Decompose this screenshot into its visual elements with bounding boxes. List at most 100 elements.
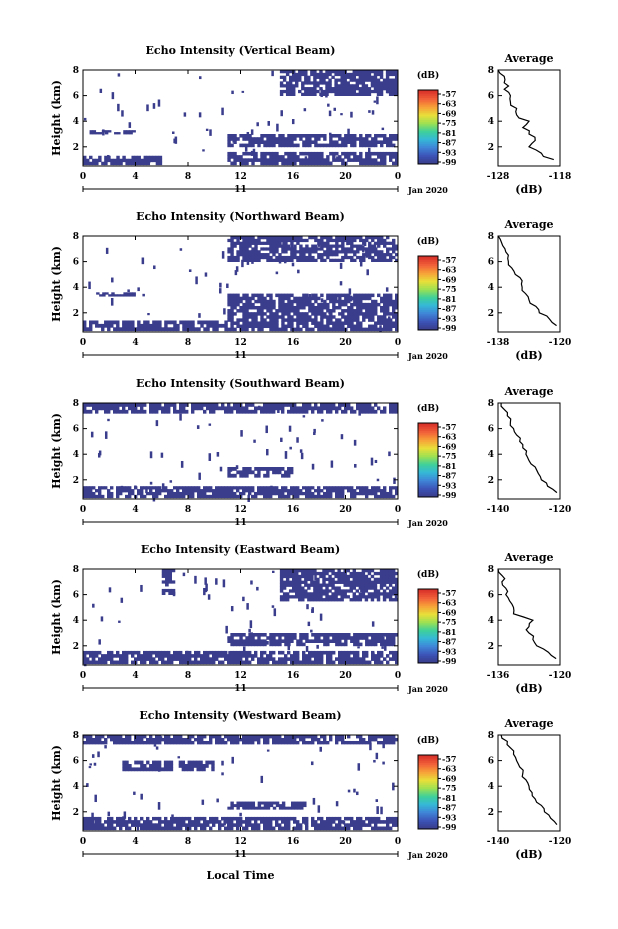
echo-cell (230, 296, 234, 301)
echo-cell (392, 406, 396, 411)
echo-cell (260, 489, 264, 493)
echo-cell (260, 491, 264, 496)
echo-cell (320, 151, 324, 156)
echo-cell (391, 89, 396, 94)
colorbar-segment (418, 106, 438, 109)
colorbar-tick-label: -93 (442, 313, 457, 323)
echo-cell (304, 70, 308, 74)
echo-cell (347, 657, 351, 661)
echo-cell (395, 134, 399, 138)
echo-cell (307, 598, 311, 602)
colorbar-segment (418, 115, 438, 119)
echo-cell (245, 470, 249, 475)
echo-cell (389, 409, 393, 414)
echo-cell (383, 826, 387, 831)
colorbar-tick-label: -75 (442, 118, 456, 128)
echo-cell (248, 253, 252, 257)
echo-cell (338, 143, 342, 148)
echo-speckle (339, 281, 343, 286)
echo-cell (125, 823, 129, 827)
echo-cell (299, 158, 303, 162)
echo-cell (98, 826, 102, 831)
echo-cell (171, 569, 176, 573)
echo-cell (248, 137, 252, 141)
echo-cell (298, 598, 302, 602)
echo-cell (260, 315, 264, 319)
echo-cell (221, 494, 225, 499)
echo-speckle (250, 129, 254, 135)
echo-cell (218, 820, 222, 824)
echo-cell (382, 592, 387, 596)
echo-cell (239, 737, 243, 742)
echo-cell (386, 636, 390, 640)
echo-cell (341, 324, 345, 329)
echo-cell (161, 660, 165, 665)
echo-cell (272, 636, 276, 640)
colorbar-segment (418, 788, 438, 791)
colorbar-frame (417, 588, 439, 664)
colorbar-tick-label: -69 (442, 441, 457, 451)
echo-cell (353, 137, 357, 141)
echo-cell (209, 820, 213, 824)
echo-cell (107, 494, 111, 499)
echo-cell (344, 134, 348, 138)
echo-cell (355, 571, 360, 576)
echo-cell (290, 470, 294, 475)
echo-cell (236, 820, 240, 824)
echo-cell (263, 633, 267, 637)
echo-cell (191, 486, 195, 490)
echo-cell (272, 486, 276, 490)
echo-cell (364, 577, 369, 582)
echo-cell (305, 636, 309, 640)
echo-cell (263, 299, 267, 304)
echo-cell (335, 324, 339, 329)
echo-cell (329, 633, 333, 637)
echo-cell (391, 70, 396, 74)
echo-cell (83, 820, 87, 824)
echo-cell (230, 639, 234, 643)
echo-cell (299, 321, 303, 325)
echo-cell (218, 486, 222, 490)
echo-cell (377, 302, 381, 307)
echo-cell (101, 660, 105, 665)
echo-cell (170, 826, 174, 831)
echo-speckle (271, 605, 275, 608)
echo-cell (282, 583, 287, 587)
echo-cell (154, 764, 159, 768)
echo-cell (285, 70, 290, 74)
echo-cell (221, 491, 225, 496)
echo-cell (383, 494, 387, 499)
colorbar-segment (418, 769, 438, 773)
echo-speckle (276, 123, 279, 132)
echo-cell (278, 299, 282, 304)
echo-cell (328, 577, 332, 582)
echo-cell (349, 598, 353, 602)
colorbar-tick-label: -69 (442, 274, 457, 284)
echo-cell (242, 134, 246, 138)
echo-cell (279, 571, 284, 576)
echo-cell (266, 241, 270, 245)
echo-cell (377, 134, 381, 138)
colorbar-segment (418, 821, 438, 824)
echo-cell (285, 81, 290, 85)
echo-cell (291, 580, 296, 584)
echo-cell (281, 409, 285, 414)
echo-cell (230, 299, 234, 304)
echo-speckle (145, 486, 148, 494)
echo-cell (269, 735, 273, 739)
echo-cell (233, 633, 237, 637)
echo-cell (299, 250, 303, 254)
echo-cell (158, 486, 162, 490)
echo-speckle (278, 258, 282, 264)
echo-cell (353, 489, 357, 493)
echo-speckle (357, 763, 361, 771)
echo-cell (284, 312, 288, 316)
echo-cell (263, 826, 267, 831)
echo-cell (380, 650, 384, 655)
echo-cell (122, 737, 126, 742)
echo-cell (296, 155, 300, 159)
echo-cell (295, 569, 299, 573)
echo-cell (165, 577, 169, 581)
echo-cell (368, 143, 372, 148)
echo-cell (350, 657, 354, 661)
